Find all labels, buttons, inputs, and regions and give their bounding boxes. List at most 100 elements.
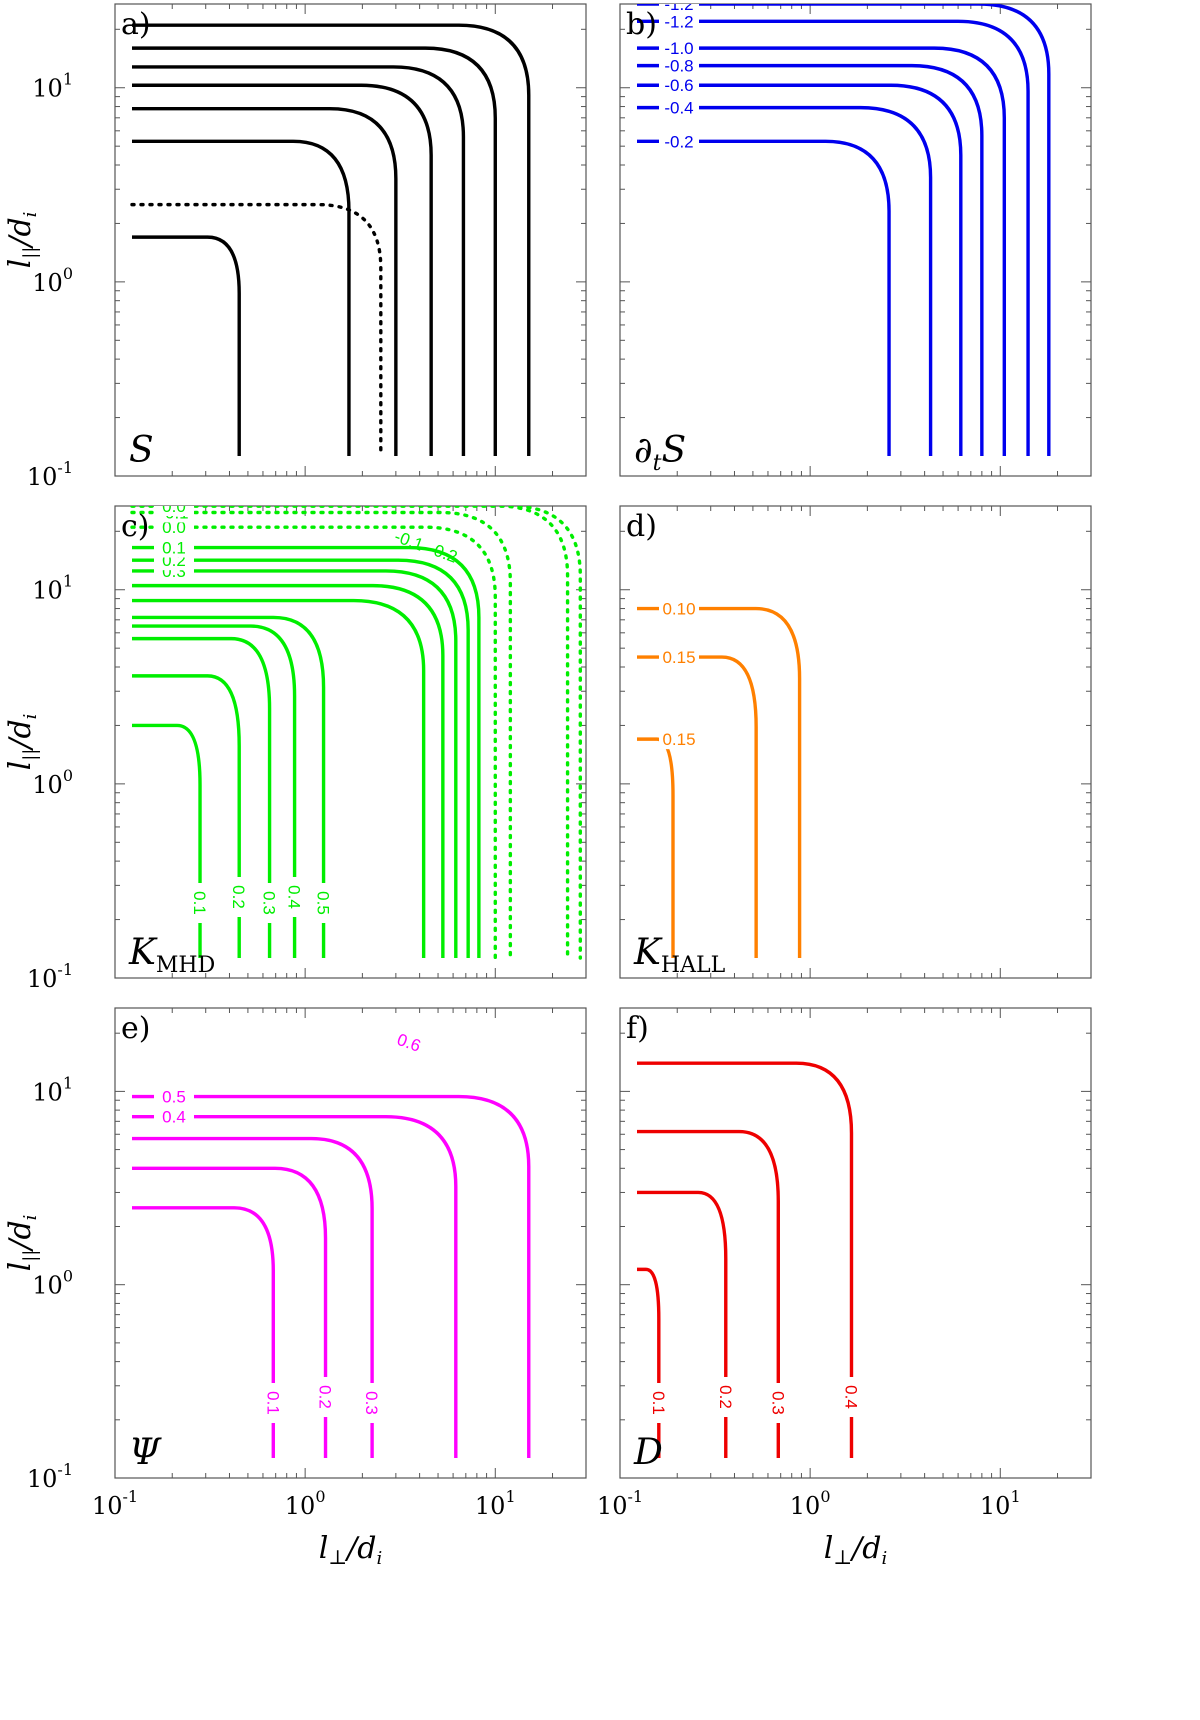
panel-letter: f): [626, 1011, 649, 1046]
contour-set: [130, 23, 531, 458]
y-tick-label: 101: [32, 1073, 73, 1106]
contour-set: 0.10.20.30.40.50.30.20.10.0-0.1-0.10.0-0…: [130, 497, 583, 960]
x-tick-label: 101: [980, 1487, 1021, 1520]
contour-line: [637, 46, 1007, 456]
contour-line: [132, 569, 458, 958]
contour-label: 0.1: [190, 891, 209, 915]
contour-label: -0.4: [664, 99, 693, 118]
contour-label: 0.5: [162, 1088, 186, 1107]
y-tick-label: 10-1: [27, 1460, 73, 1493]
x-axis-title: l⊥/di: [824, 1531, 888, 1569]
contour-line: [637, 139, 891, 456]
contour-line: [130, 506, 570, 960]
contour-line: [132, 636, 272, 958]
panel-letter: c): [121, 509, 150, 544]
panel-f: 0.1 0.2 0.3 0.4 f) D 10-1 100 101 l⊥/di: [597, 1007, 1092, 1569]
panel-symbol: S: [129, 430, 154, 471]
panel-d: 0.15 0.15 0.10 d) KHALL: [619, 505, 1092, 979]
contour-label: -0.8: [664, 57, 693, 76]
contour-line: [130, 525, 497, 960]
tick-marks: [114, 506, 587, 979]
panel-b: -0.2 -0.4 -0.6-0.8-1.0 -1.2-1.2 b) ∂tS: [619, 0, 1092, 477]
tick-marks: [114, 4, 587, 477]
contour-line: [132, 1136, 374, 1458]
panel-symbol: ∂tS: [634, 430, 686, 476]
contour-label: 0.0: [162, 518, 186, 537]
contour-line: [132, 1206, 275, 1458]
panel-symbol: D: [633, 1432, 663, 1473]
contour-line: [132, 1094, 531, 1458]
contour-label: -1.0: [664, 39, 693, 58]
y-tick-label: 101: [32, 70, 73, 103]
contour-set: 0.1 0.2 0.3 0.4: [637, 1061, 862, 1458]
tick-marks: [619, 506, 1092, 979]
plot-frame: [114, 1007, 587, 1479]
contour-label: 0.2: [316, 1385, 335, 1409]
y-axis-title: l||/di: [3, 212, 41, 269]
contour-line: [132, 723, 202, 958]
y-tick-label: 101: [32, 572, 73, 605]
contour-label: 0.2: [716, 1385, 735, 1409]
contour-label: -1.2: [664, 12, 693, 31]
contour-line: [637, 1190, 728, 1458]
y-tick-label: 100: [32, 1267, 73, 1300]
y-tick-label: 100: [32, 264, 73, 297]
contour-line: [132, 545, 481, 958]
x-tick-label: 10-1: [92, 1487, 138, 1520]
contour-label: -1.2: [664, 0, 693, 14]
contour-line: [132, 83, 433, 456]
panel-letter: b): [626, 7, 657, 42]
x-tick-label: 10-1: [597, 1487, 643, 1520]
contour-label: 0.5: [314, 891, 333, 915]
contour-line: [130, 510, 513, 960]
contour-line: [132, 558, 470, 958]
contour-line: [132, 65, 466, 456]
x-tick-label: 100: [790, 1487, 831, 1520]
contour-label: 0.10: [662, 600, 695, 619]
plot-frame: [619, 1007, 1092, 1479]
contour-label: 0.3: [260, 891, 279, 915]
contour-line: [637, 105, 933, 456]
panel-c: 0.10.20.30.40.50.30.20.10.0-0.1-0.10.0-0…: [3, 497, 587, 993]
contour-set: -0.2 -0.4 -0.6-0.8-1.0 -1.2-1.2: [637, 0, 1051, 456]
contour-label: 0.0: [162, 497, 186, 516]
tick-marks: [114, 1008, 587, 1479]
panel-symbol: KMHD: [128, 932, 215, 978]
contour-line: [132, 624, 297, 958]
contour-line: [637, 4, 1051, 456]
x-tick-label: 100: [285, 1487, 326, 1520]
panel-symbol: Ψ: [129, 1432, 162, 1473]
contour-line: [637, 737, 675, 958]
contour-label: 0.15: [662, 730, 695, 749]
y-tick-label: 10-1: [27, 458, 73, 491]
contour-line: [637, 655, 758, 958]
contour-line: [130, 506, 583, 960]
contour-label: 0.3: [362, 1391, 381, 1415]
panel-symbol: KHALL: [633, 932, 726, 978]
contour-label: 0.4: [162, 1108, 186, 1127]
contour-label: 0.1: [263, 1391, 282, 1415]
contour-line: [132, 1166, 328, 1458]
contour-label: 0.2: [229, 885, 248, 909]
contour-line: [132, 598, 426, 958]
contour-line: [132, 46, 497, 456]
contour-label: 0.15: [662, 648, 695, 667]
contour-label: 0.1: [649, 1391, 668, 1415]
y-tick-label: 100: [32, 766, 73, 799]
contour-annotation: -0.1: [392, 527, 426, 555]
contour-line: [637, 1267, 661, 1458]
contour-line: [637, 1129, 780, 1458]
contour-label: 0.3: [768, 1391, 787, 1415]
contour-label: 0.4: [285, 885, 304, 909]
y-axis-title: l||/di: [3, 1215, 41, 1272]
contour-set: 0.1 0.2 0.3 0.40.5 0.6: [132, 1030, 531, 1458]
panel-a: a) S 10-1 100 101 l||/di: [3, 3, 587, 491]
contour-annotation: 0.6: [395, 1030, 424, 1056]
plot-frame: [619, 505, 1092, 979]
contour-line: [132, 674, 241, 958]
panel-letter: d): [626, 509, 657, 544]
contour-line: [130, 202, 383, 458]
contour-line: [132, 106, 398, 456]
contour-label: -0.2: [664, 132, 693, 151]
